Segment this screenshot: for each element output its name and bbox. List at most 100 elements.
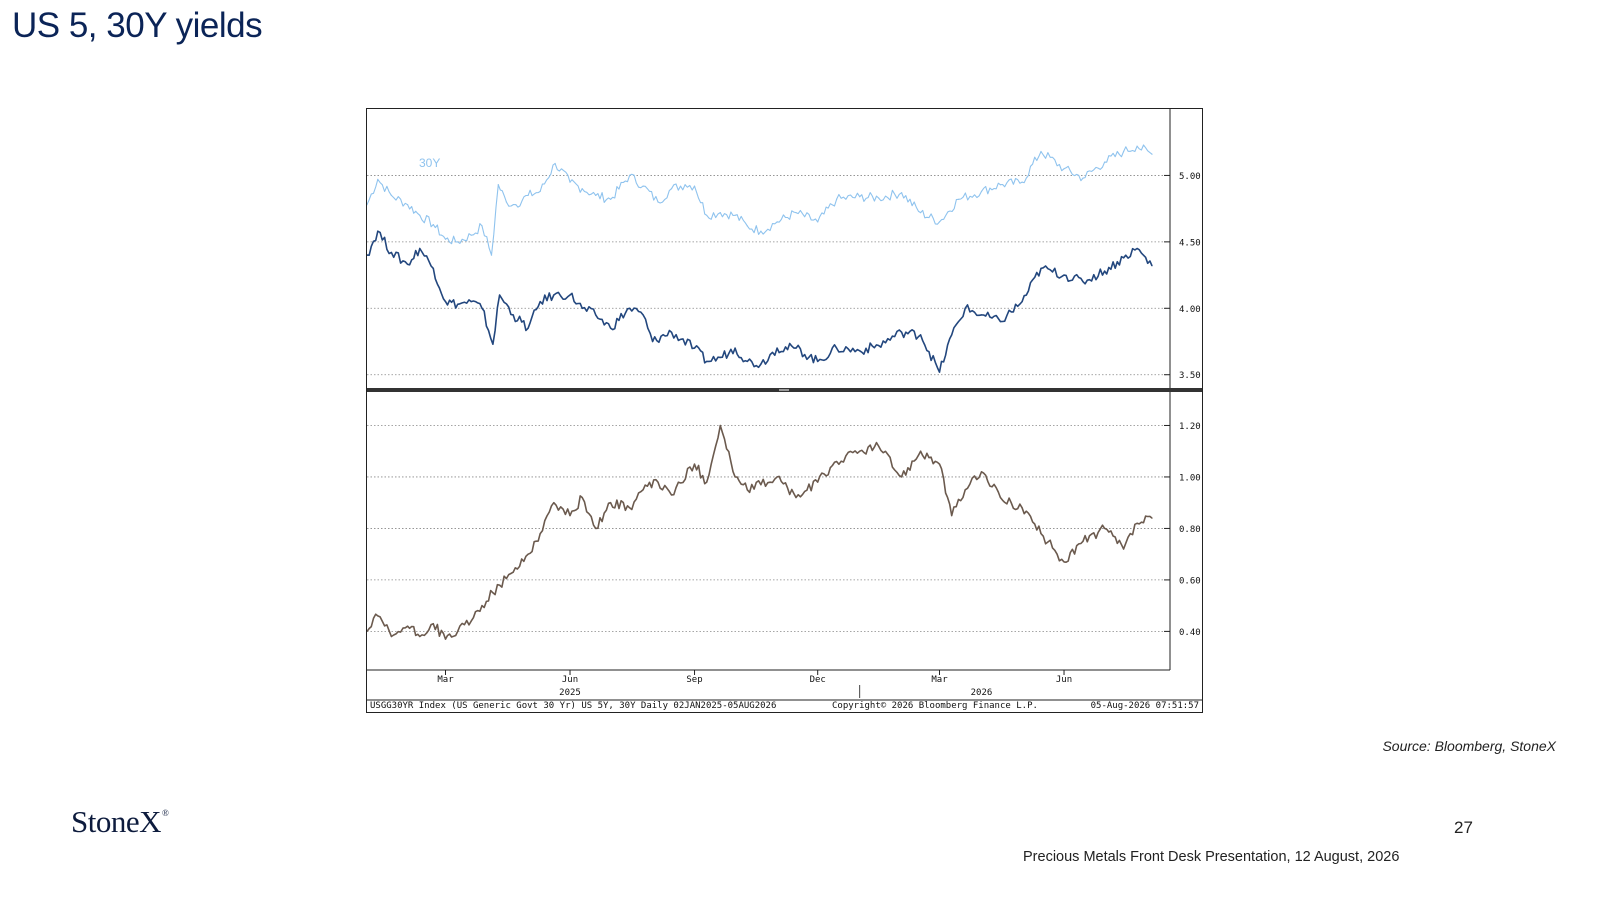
bottom-data-point xyxy=(569,515,571,517)
bloomberg-chart: 5.00 4.50 4.00 3.50 30Y 1.20 1.00 0.80 0.60 0.4… xyxy=(366,108,1203,713)
top-data-point xyxy=(432,224,434,226)
top-data-point xyxy=(734,347,736,349)
top-data-point xyxy=(859,196,861,198)
bottom-data-point xyxy=(481,605,483,607)
bottom-data-point xyxy=(407,625,409,627)
top-data-point xyxy=(554,162,556,165)
top-data-point xyxy=(836,198,838,200)
top-data-point xyxy=(719,356,721,358)
top-data-point xyxy=(481,307,483,309)
bottom-data-point xyxy=(1151,517,1153,519)
top-data-point xyxy=(629,307,631,309)
top-data-point xyxy=(581,188,583,190)
x-tick-label: Mar xyxy=(931,675,948,685)
bottom-panel: 1.20 1.00 0.80 0.60 0.40 xyxy=(367,392,1201,670)
top-data-point xyxy=(746,225,748,227)
top-data-point xyxy=(1021,301,1023,303)
top-data-point xyxy=(938,221,941,223)
bottom-ytick-label: 0.80 xyxy=(1179,525,1201,535)
page-title: US 5, 30Y yields xyxy=(12,6,263,45)
top-data-point xyxy=(490,254,493,256)
bottom-data-point xyxy=(693,463,696,465)
bottom-data-point xyxy=(920,450,922,452)
bottom-data-point xyxy=(492,592,494,594)
top-ytick-label: 4.00 xyxy=(1179,305,1201,315)
bottom-data-point xyxy=(1082,540,1084,542)
top-data-point xyxy=(795,212,797,214)
chart-canvas: 5.00 4.50 4.00 3.50 30Y 1.20 1.00 0.80 0.60 0.4… xyxy=(367,109,1202,711)
top-y-ticks: 5.00 4.50 4.00 3.50 xyxy=(1164,172,1201,381)
top-data-point xyxy=(957,198,960,200)
x-axis-ticks: Mar Jun Sep Dec Mar Jun 2025 2026 xyxy=(437,670,1072,698)
top-data-point xyxy=(901,331,903,333)
top-data-point xyxy=(878,344,880,347)
top-data-point xyxy=(776,347,778,349)
bottom-data-point xyxy=(553,502,555,504)
bottom-data-point xyxy=(419,635,421,638)
top-data-point xyxy=(670,331,673,333)
bottom-data-point xyxy=(795,496,797,499)
x-year-label: 2025 xyxy=(559,688,581,698)
series-label-30y: 30Y xyxy=(419,156,440,170)
top-data-point xyxy=(1082,177,1084,179)
top-data-point xyxy=(457,303,459,305)
top-data-point xyxy=(367,254,368,256)
top-series-line-us-5y xyxy=(367,230,1153,373)
footer-index-text: USGG30YR Index (US Generic Govt 30 Yr) U… xyxy=(370,701,776,711)
logo-text: StoneX xyxy=(71,804,162,839)
bottom-data-point xyxy=(1104,527,1106,529)
top-data-point xyxy=(859,350,861,352)
top-data-point xyxy=(539,190,541,192)
bottom-data-point xyxy=(642,489,644,491)
bottom-data-point xyxy=(657,481,659,483)
top-data-point xyxy=(499,294,501,296)
bottom-data-point xyxy=(610,502,612,504)
top-data-point xyxy=(497,184,499,186)
top-series xyxy=(367,144,1153,373)
top-data-point xyxy=(553,294,555,296)
top-data-point xyxy=(515,204,517,206)
top-data-point xyxy=(407,263,409,265)
top-data-point xyxy=(1136,247,1138,250)
bottom-data-point xyxy=(746,489,748,491)
top-data-point xyxy=(693,185,696,187)
bottom-data-point xyxy=(938,463,941,465)
top-data-point xyxy=(1021,181,1023,183)
top-data-point xyxy=(706,214,708,216)
top-data-point xyxy=(1040,267,1042,269)
bottom-data-point xyxy=(901,476,903,478)
top-ytick-label: 5.00 xyxy=(1179,172,1201,182)
bottom-y-ticks: 1.20 1.00 0.80 0.60 0.40 xyxy=(1164,422,1201,638)
top-data-point xyxy=(746,360,748,362)
top-data-point xyxy=(1063,274,1065,276)
x-tick-label: Sep xyxy=(686,675,702,685)
top-data-point xyxy=(817,221,819,223)
top-data-point xyxy=(457,241,459,243)
bottom-data-point xyxy=(499,584,501,586)
bottom-data-point xyxy=(670,494,673,496)
top-data-point xyxy=(938,371,941,373)
top-data-point xyxy=(657,201,659,203)
logo-registered-mark: ® xyxy=(162,808,169,818)
bottom-data-point xyxy=(999,496,1002,499)
top-data-point xyxy=(569,294,571,296)
top-data-point xyxy=(980,190,983,192)
panel-divider-handle[interactable] xyxy=(779,389,789,391)
bottom-data-point xyxy=(776,476,778,478)
bottom-data-point xyxy=(719,424,721,427)
x-tick-label: Jun xyxy=(1056,675,1072,685)
top-data-point xyxy=(817,360,819,362)
top-data-point xyxy=(419,214,421,216)
page-number: 27 xyxy=(1454,818,1473,837)
top-data-point xyxy=(734,214,736,216)
top-panel: 5.00 4.50 4.00 3.50 30Y xyxy=(367,109,1201,389)
top-data-point xyxy=(901,192,903,194)
bottom-data-point xyxy=(760,484,762,486)
bottom-data-point xyxy=(581,496,583,499)
top-data-point xyxy=(1063,168,1065,170)
top-data-point xyxy=(444,301,447,303)
top-data-point xyxy=(836,347,838,349)
bottom-data-point xyxy=(878,445,880,447)
bottom-data-point xyxy=(951,515,953,517)
stonex-logo: StoneX® xyxy=(71,804,169,840)
